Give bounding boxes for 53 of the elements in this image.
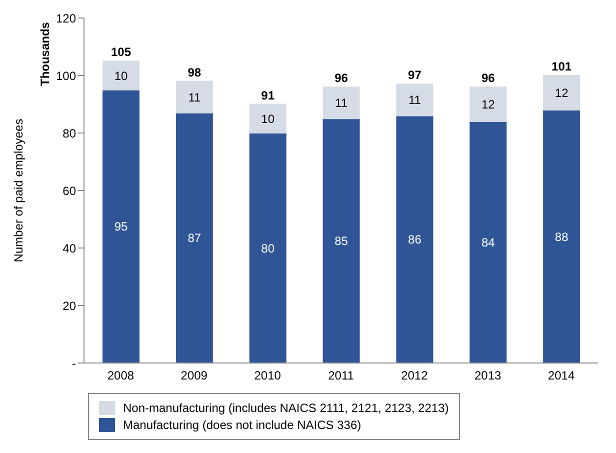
total-label: 96	[334, 71, 348, 85]
total-label: 101	[552, 60, 572, 74]
bar	[176, 112, 213, 363]
y-tick-label: 20	[62, 298, 76, 313]
y-tick-label: 80	[62, 126, 76, 140]
data-label: 12	[481, 98, 496, 112]
data-label: 10	[114, 68, 128, 83]
y-tick-label: -	[72, 356, 76, 370]
data-label: 84	[481, 236, 496, 250]
bar	[396, 115, 434, 363]
bar	[470, 121, 507, 363]
bar	[322, 118, 360, 363]
total-label: 97	[408, 68, 422, 82]
bar	[102, 89, 140, 363]
bar	[322, 86, 360, 120]
data-label: 11	[188, 90, 201, 104]
total-label: 91	[261, 88, 275, 102]
total-label: 105	[110, 45, 132, 60]
y-tick-label: 40	[62, 241, 76, 256]
x-tick-label: 2013	[474, 368, 502, 383]
bar	[543, 75, 580, 110]
x-tick-label: 2009	[180, 368, 208, 383]
data-label: 87	[188, 231, 202, 246]
y-tick-label: 120	[56, 11, 76, 26]
total-label: 96	[481, 71, 496, 85]
data-label: 12	[554, 86, 569, 100]
data-label: 80	[261, 241, 275, 256]
legend-label: Non-manufacturing (includes NAICS 2111, 2121, 2123, 2213)	[123, 401, 449, 415]
bar	[543, 110, 580, 363]
y-tick-label: 60	[62, 184, 76, 198]
data-label: 85	[334, 234, 348, 248]
x-tick-label: 2012	[401, 368, 428, 383]
x-tick-label: 2010	[254, 368, 282, 383]
x-tick-label: 2008	[107, 368, 134, 383]
legend-label: Manufacturing (does not include NAICS 336)	[123, 418, 362, 432]
data-label: 86	[408, 232, 422, 247]
bar	[470, 86, 507, 122]
y-tick-label: 100	[56, 68, 76, 83]
data-label: 10	[261, 112, 275, 126]
x-tick-label: 2011	[328, 368, 354, 383]
data-label: 11	[408, 93, 422, 108]
bar	[249, 132, 286, 363]
y-axis-title: Number of paid employees	[11, 118, 26, 262]
bar	[396, 84, 434, 116]
total-label: 98	[188, 65, 202, 80]
text: Thousands	[38, 22, 52, 86]
bar	[249, 104, 286, 134]
bar	[102, 60, 140, 90]
data-label: 95	[114, 220, 128, 234]
bar	[176, 80, 213, 114]
x-tick-label: 2014	[548, 368, 575, 383]
data-label: 88	[554, 230, 569, 244]
data-label: 11	[335, 96, 348, 110]
